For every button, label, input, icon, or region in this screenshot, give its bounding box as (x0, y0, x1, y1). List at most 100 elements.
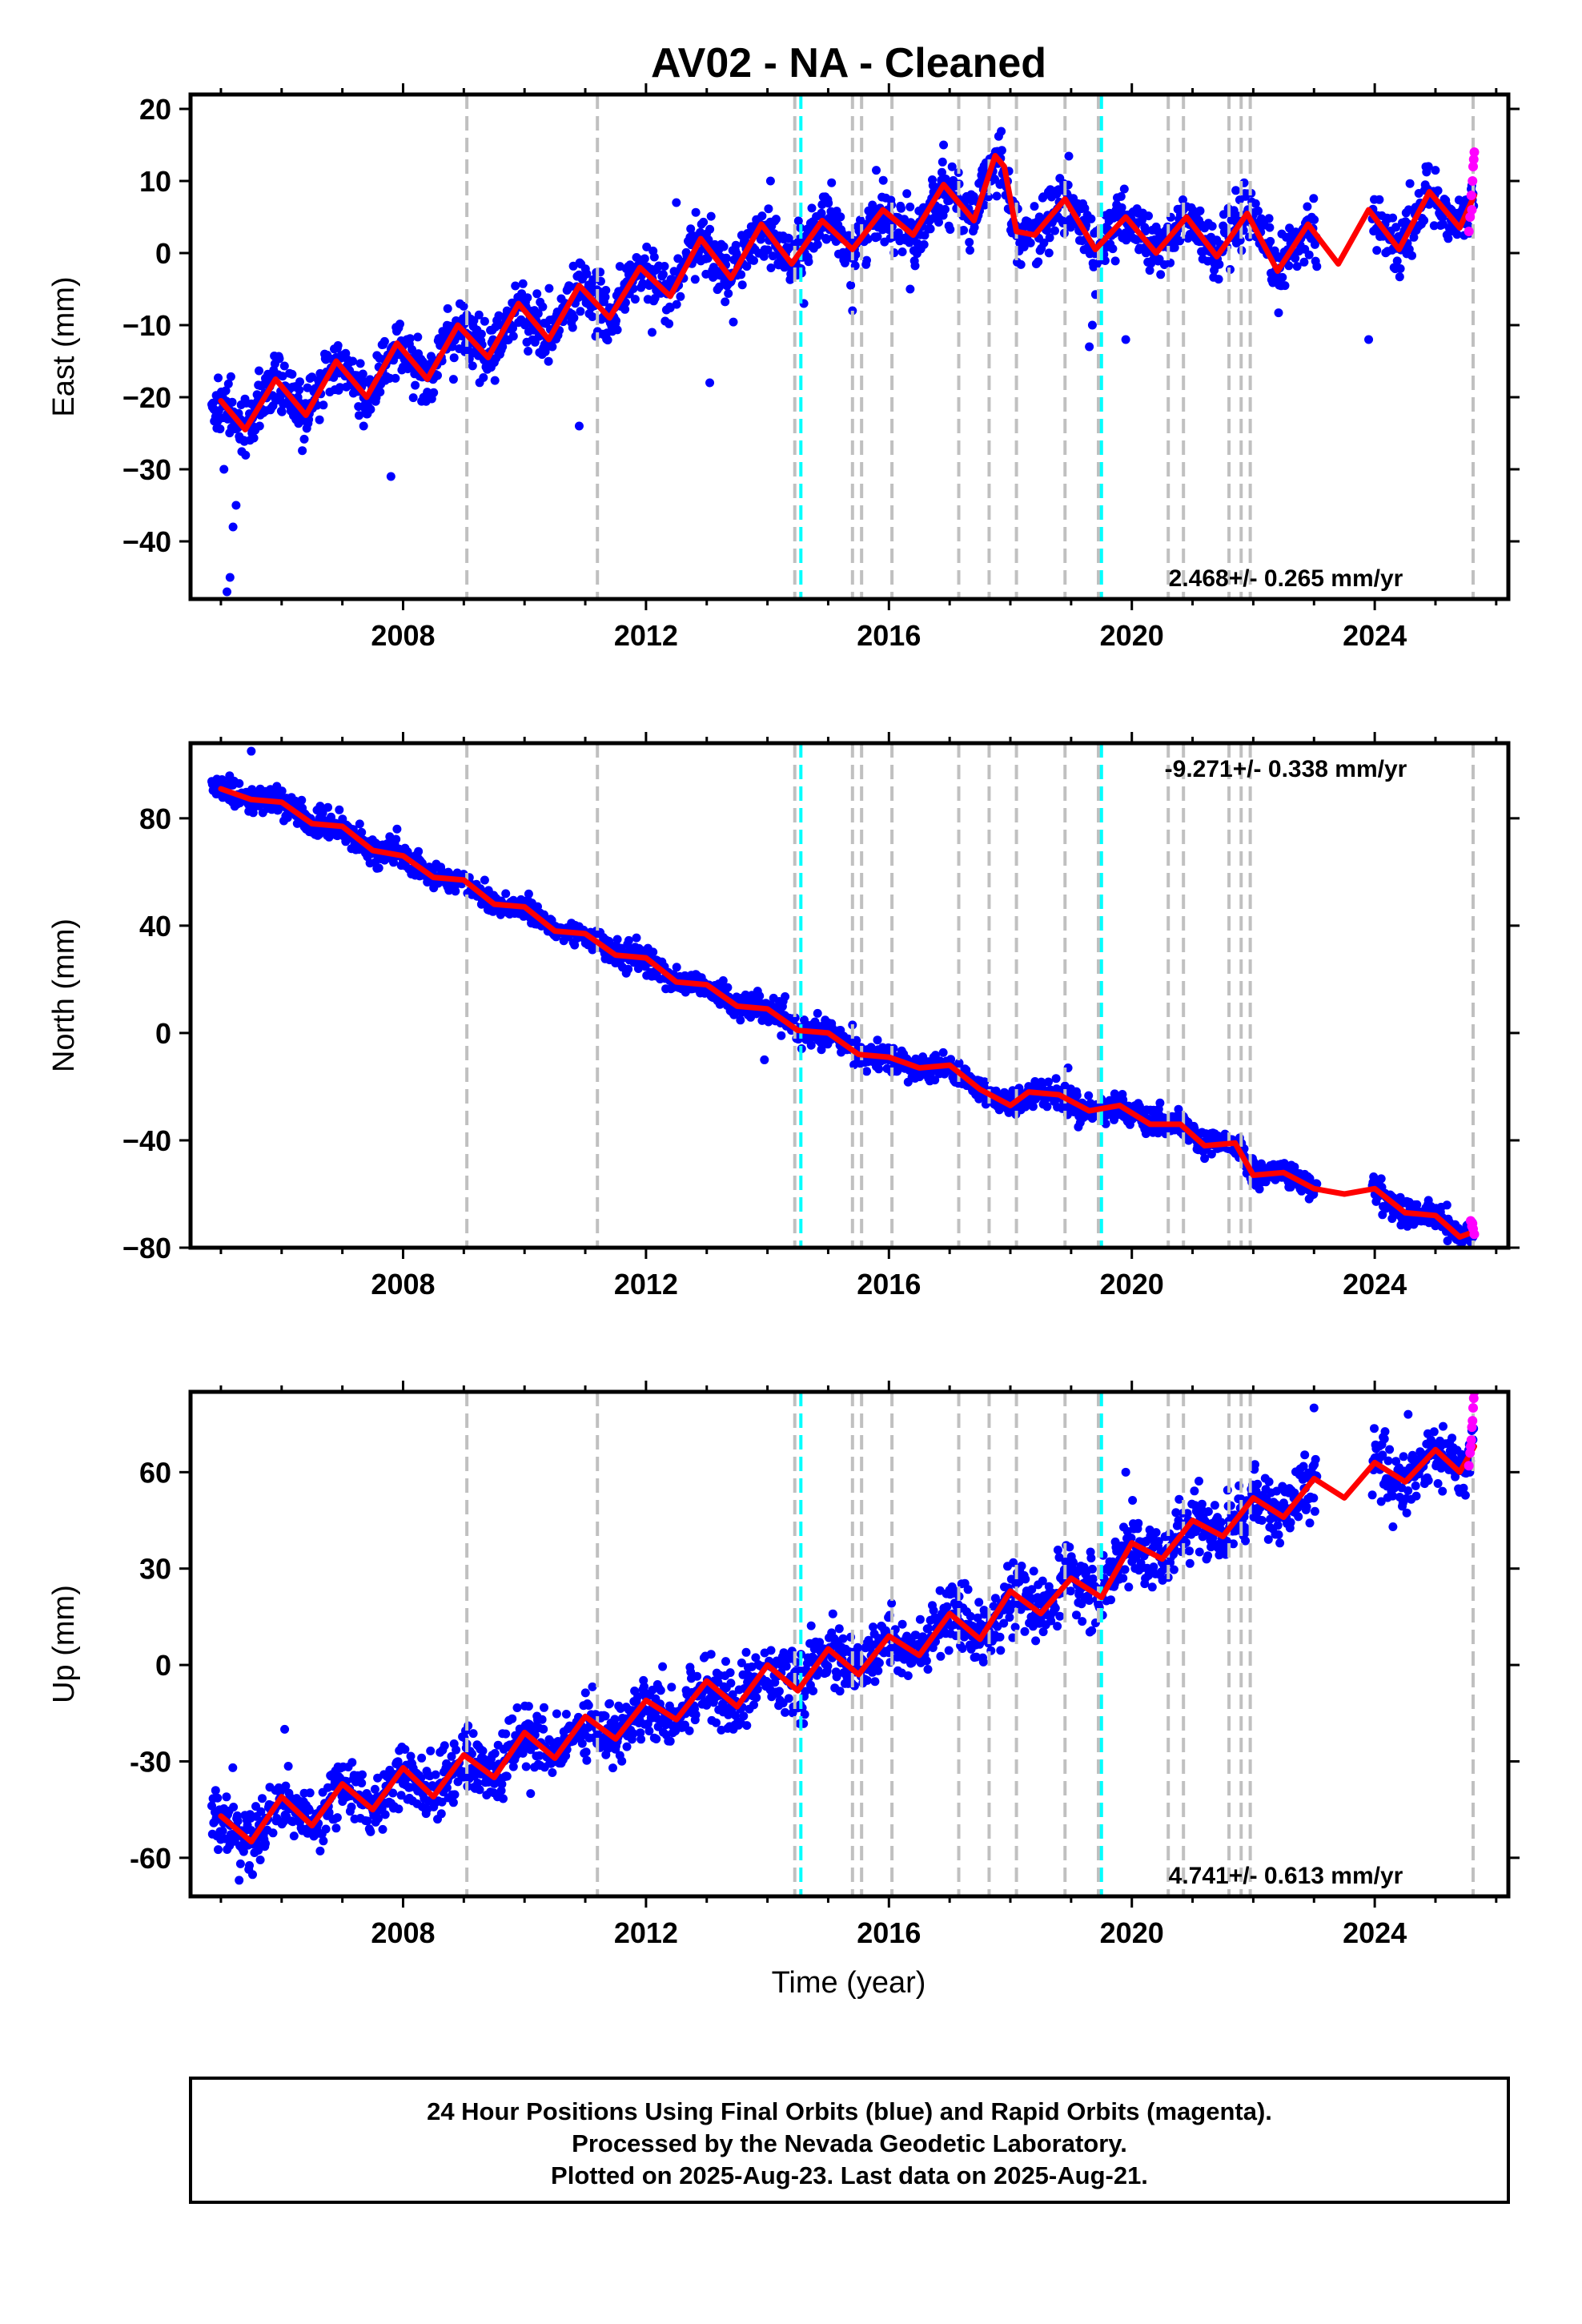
data-point (719, 242, 729, 251)
data-point (737, 1659, 746, 1667)
data-point (994, 1105, 1004, 1115)
x-tick-label: 2012 (614, 1268, 678, 1301)
data-point (846, 280, 856, 290)
data-point (1117, 203, 1126, 212)
data-point (1443, 234, 1453, 243)
data-point (1207, 222, 1217, 231)
rapid-orbit-points (1464, 147, 1480, 236)
data-point (281, 1781, 291, 1791)
data-point (524, 889, 533, 899)
data-point (214, 1845, 223, 1855)
data-point (736, 1015, 745, 1025)
data-point (391, 373, 400, 383)
data-point (1178, 195, 1187, 204)
data-point (1388, 213, 1398, 223)
data-point (681, 971, 689, 980)
data-point (508, 324, 517, 333)
data-point (357, 827, 367, 837)
data-point (1404, 205, 1413, 215)
data-point (946, 225, 955, 234)
data-point (568, 323, 577, 332)
data-point (1284, 261, 1294, 271)
x-tick-label: 2008 (371, 619, 435, 652)
data-point (600, 1711, 610, 1721)
outlier-point (905, 284, 915, 294)
x-tick-label: 2024 (1343, 619, 1407, 652)
data-point (1439, 219, 1447, 229)
data-point (532, 289, 542, 299)
data-point (396, 320, 404, 329)
data-point (331, 1823, 341, 1833)
outlier-point (574, 421, 584, 431)
data-point (928, 181, 938, 191)
data-point (633, 1692, 643, 1701)
data-point (706, 211, 716, 221)
east-panel: 2008 2012 2016 2020 2024−40−30−20−1001020Eas… (47, 83, 1520, 652)
data-point (255, 1856, 265, 1864)
data-point (539, 1724, 548, 1734)
data-point (548, 1768, 557, 1777)
data-point (806, 1621, 816, 1630)
data-point (721, 1657, 730, 1667)
rapid-point (1466, 191, 1476, 200)
data-point (612, 325, 622, 335)
data-point (524, 347, 533, 356)
data-point (784, 234, 793, 243)
data-point (584, 1701, 593, 1710)
data-point (355, 819, 364, 829)
data-point (229, 1803, 239, 1811)
data-point (275, 354, 284, 364)
data-point (836, 212, 845, 222)
data-point (319, 400, 328, 410)
data-point (400, 1745, 410, 1754)
data-point (570, 940, 580, 950)
data-point (277, 407, 287, 416)
data-point (824, 199, 833, 208)
data-point (476, 329, 486, 339)
data-point (938, 157, 947, 167)
data-point (333, 341, 343, 350)
data-point (685, 1726, 694, 1735)
data-point (1064, 151, 1074, 161)
data-point (478, 1746, 488, 1755)
data-point (561, 1710, 571, 1719)
data-point (375, 388, 385, 396)
data-point (535, 1751, 544, 1760)
data-point (1026, 238, 1035, 247)
data-point (499, 1794, 508, 1803)
data-point (640, 254, 649, 263)
data-point (278, 372, 287, 381)
data-point (815, 1638, 825, 1647)
data-point (295, 377, 304, 387)
data-point (725, 1668, 735, 1678)
data-point (447, 1751, 456, 1761)
data-point (411, 380, 420, 390)
data-point (474, 310, 484, 320)
data-point (289, 1831, 299, 1841)
data-point (1419, 215, 1429, 225)
data-point (800, 1710, 809, 1719)
data-point (755, 991, 765, 1001)
data-point (1274, 308, 1283, 318)
data-point (806, 1040, 816, 1050)
data-point (753, 1684, 762, 1694)
data-point (624, 964, 633, 974)
velocity-rate-label: 2.468+/- 0.265 mm/yr (1169, 565, 1403, 592)
data-point (667, 1683, 677, 1692)
data-point (817, 208, 826, 218)
data-point (355, 411, 363, 420)
rapid-point (1465, 212, 1476, 222)
data-point (569, 313, 579, 323)
data-point (537, 1715, 547, 1724)
data-point (1254, 206, 1263, 215)
data-point (255, 421, 264, 431)
data-point (1429, 221, 1439, 231)
data-point (721, 297, 730, 307)
data-point (233, 1816, 243, 1826)
data-point (413, 332, 423, 342)
chart-title: AV02 - NA - Cleaned (651, 40, 1046, 86)
data-point (742, 1721, 752, 1731)
data-point (781, 1707, 790, 1717)
event-lines (465, 743, 1476, 1248)
